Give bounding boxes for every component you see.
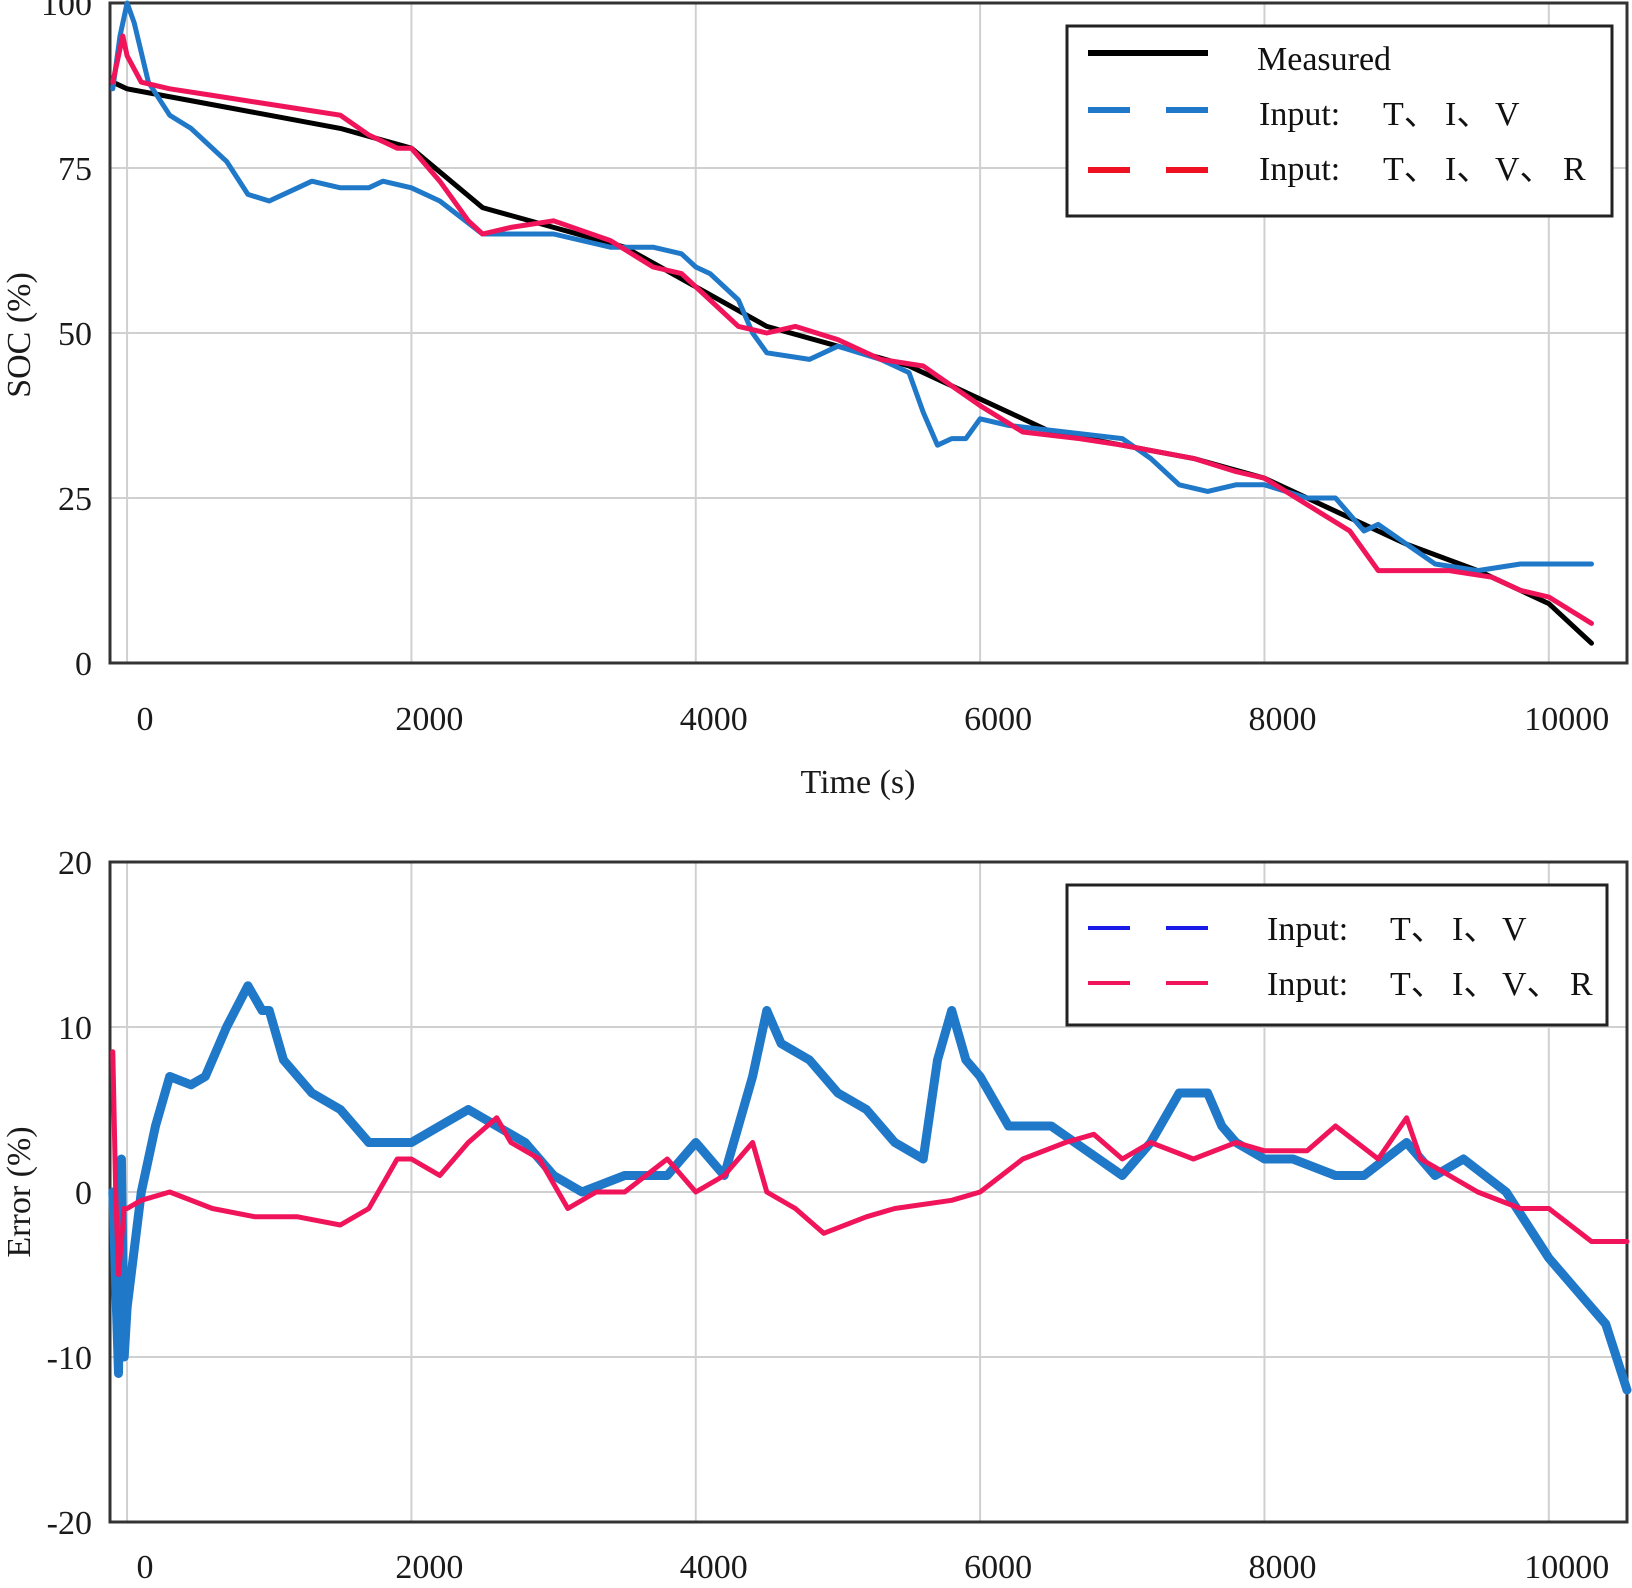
- series-line-red: [110, 1049, 1630, 1277]
- y-tick-label: 0: [75, 1175, 92, 1212]
- soc-legend-box: [1065, 24, 1614, 218]
- soc-y-tick-labels: 0 25 50 75 100: [41, 0, 92, 683]
- y-tick-label: 10: [58, 1010, 92, 1047]
- soc-chart-panel: 0 2000 4000 6000 8000 10000 0 25 50 75 100 Time (…: [1, 0, 1629, 801]
- x-tick-label: 2000: [395, 1549, 463, 1586]
- legend-var-t: T、: [1383, 151, 1438, 188]
- legend-label-measured: Measured: [1257, 41, 1391, 78]
- x-tick-label: 4000: [680, 701, 748, 738]
- x-tick-label: 10000: [1524, 1549, 1609, 1586]
- legend-label-input-tivr: Input: T、 I、 V、 R: [1259, 151, 1586, 188]
- x-tick-label: 4000: [680, 1549, 748, 1586]
- error-y-axis-label: Error (%): [1, 1126, 38, 1257]
- error-gridlines: [110, 862, 1627, 1522]
- x-tick-label: 6000: [964, 701, 1032, 738]
- legend-var-r: R: [1563, 151, 1586, 188]
- y-tick-label: 0: [75, 646, 92, 683]
- x-tick-label: 2000: [395, 701, 463, 738]
- legend-var-v: V、: [1495, 151, 1554, 188]
- error-y-tick-labels: -20 -10 0 10 20: [47, 845, 92, 1542]
- legend-var-t: T、: [1390, 911, 1445, 948]
- soc-legend: Measured Input: T、 I、 V Input: T、 I、 V、 …: [1065, 24, 1614, 218]
- legend-var-i: I、: [1452, 966, 1497, 1003]
- legend-input-word: Input:: [1267, 911, 1348, 948]
- error-legend: Input: T、 I、 V Input: T、 I、 V、 R: [1065, 883, 1609, 1027]
- series-line-blue: [108, 981, 1632, 1395]
- legend-var-i: I、: [1445, 96, 1490, 133]
- error-series-lines: [108, 981, 1632, 1395]
- series-line-red: [110, 33, 1594, 626]
- y-tick-label: 75: [58, 151, 92, 188]
- y-tick-label: 100: [41, 0, 92, 23]
- legend-var-v: V、: [1502, 966, 1561, 1003]
- legend-var-i: I、: [1452, 911, 1497, 948]
- soc-y-axis-label: SOC (%): [1, 272, 38, 398]
- legend-var-v: V: [1502, 911, 1527, 948]
- y-tick-label: 20: [58, 845, 92, 882]
- legend-label-input-tiv: Input: T、 I、 V: [1259, 96, 1520, 133]
- series-line-blue: [110, 0, 1594, 574]
- legend-var-i: I、: [1445, 151, 1490, 188]
- y-tick-label: -10: [47, 1340, 92, 1377]
- soc-x-tick-labels: 0 2000 4000 6000 8000 10000: [137, 701, 1610, 738]
- legend-input-word: Input:: [1259, 151, 1340, 188]
- legend-input-word: Input:: [1267, 966, 1348, 1003]
- legend-var-t: T、: [1390, 966, 1445, 1003]
- x-tick-label: 6000: [964, 1549, 1032, 1586]
- y-tick-label: 25: [58, 481, 92, 518]
- legend-var-t: T、: [1383, 96, 1438, 133]
- x-tick-label: 0: [137, 701, 154, 738]
- soc-x-axis-label: Time (s): [801, 764, 916, 801]
- legend-var-v: V: [1495, 96, 1520, 133]
- soc-series-lines: [110, 0, 1594, 646]
- error-x-tick-labels: 0 2000 4000 6000 8000 10000: [137, 1549, 1610, 1586]
- legend-label-input-tivr: Input: T、 I、 V、 R: [1267, 966, 1593, 1003]
- soc-plot-frame: [108, 1, 1629, 665]
- y-tick-label: 50: [58, 316, 92, 353]
- legend-var-r: R: [1570, 966, 1593, 1003]
- x-tick-label: 10000: [1524, 701, 1609, 738]
- x-tick-label: 8000: [1248, 701, 1316, 738]
- y-tick-label: -20: [47, 1505, 92, 1542]
- error-chart-panel: 0 2000 4000 6000 8000 10000 -20 -10 0 10 20 Error…: [1, 845, 1632, 1586]
- legend-input-word: Input:: [1259, 96, 1340, 133]
- error-legend-box: [1065, 883, 1609, 1027]
- legend-label-input-tiv: Input: T、 I、 V: [1267, 911, 1527, 948]
- x-tick-label: 0: [137, 1549, 154, 1586]
- x-tick-label: 8000: [1248, 1549, 1316, 1586]
